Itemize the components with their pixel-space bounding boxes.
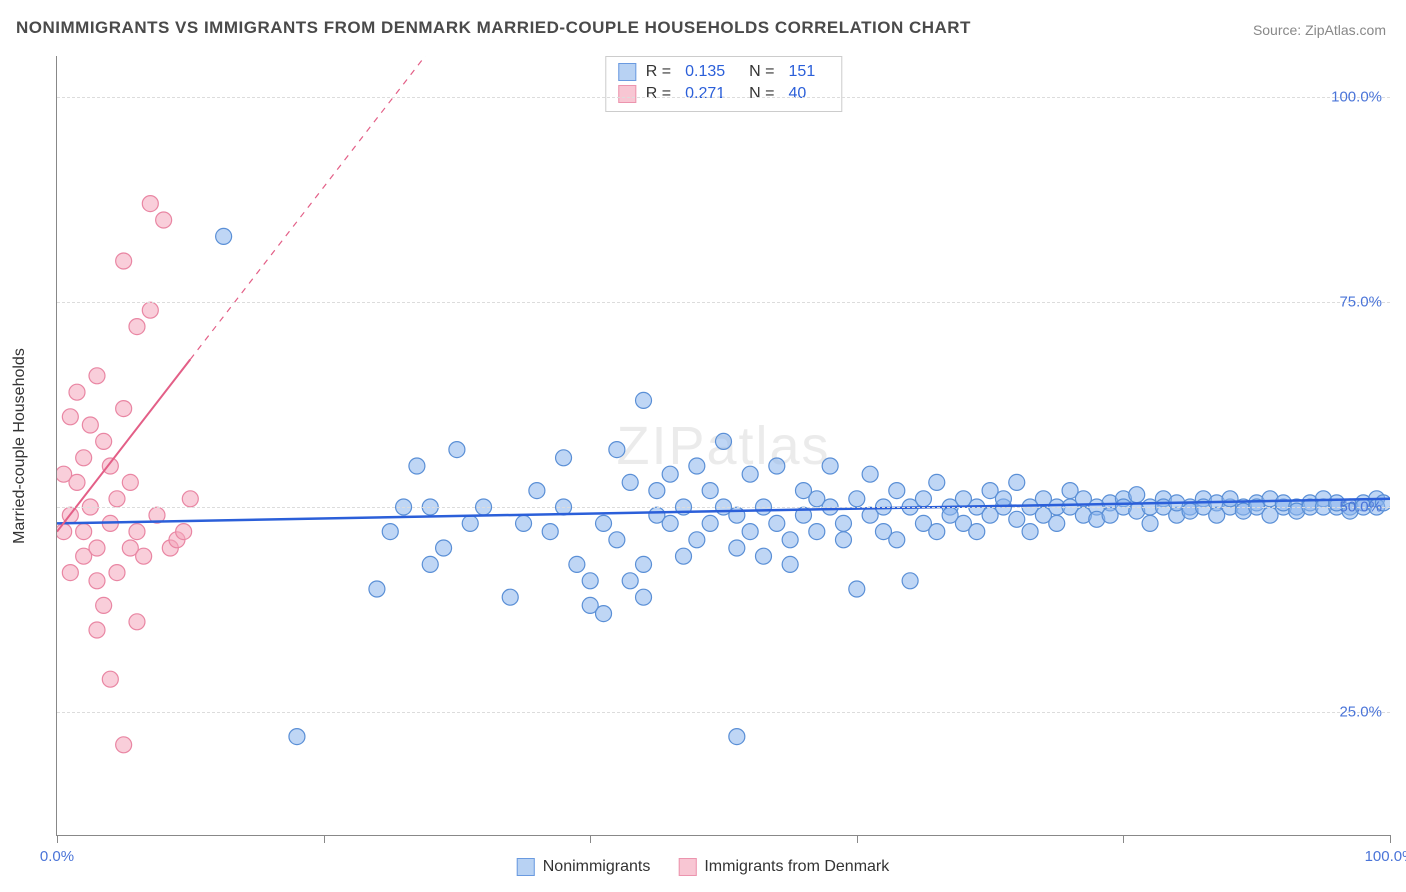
y-axis-label: Married-couple Households bbox=[11, 348, 29, 544]
n-value: 40 bbox=[789, 85, 807, 103]
y-tick-label: 25.0% bbox=[1339, 704, 1382, 721]
x-tick-label: 100.0% bbox=[1365, 848, 1406, 865]
legend-swatch-pink bbox=[678, 858, 696, 876]
r-value: 0.271 bbox=[685, 85, 725, 103]
y-tick-label: 50.0% bbox=[1339, 499, 1382, 516]
y-tick-label: 75.0% bbox=[1339, 294, 1382, 311]
legend-swatch-blue bbox=[618, 63, 636, 81]
chart-title: NONIMMIGRANTS VS IMMIGRANTS FROM DENMARK… bbox=[16, 18, 971, 38]
r-label: R = bbox=[646, 85, 671, 103]
legend-label: Nonimmigrants bbox=[543, 858, 651, 876]
r-label: R = bbox=[646, 63, 671, 81]
legend-row: R = 0.135 N = 151 bbox=[618, 61, 829, 83]
legend-swatch-pink bbox=[618, 85, 636, 103]
legend-label: Immigrants from Denmark bbox=[704, 858, 889, 876]
legend-item: Immigrants from Denmark bbox=[678, 858, 889, 876]
correlation-legend: R = 0.135 N = 151 R = 0.271 N = 40 bbox=[605, 56, 842, 112]
plot-area: ZIPatlas R = 0.135 N = 151 R = 0.271 N =… bbox=[56, 56, 1390, 836]
series-legend: Nonimmigrants Immigrants from Denmark bbox=[517, 858, 890, 876]
y-tick-label: 100.0% bbox=[1331, 89, 1382, 106]
legend-swatch-blue bbox=[517, 858, 535, 876]
source-attribution: Source: ZipAtlas.com bbox=[1253, 22, 1386, 38]
legend-item: Nonimmigrants bbox=[517, 858, 651, 876]
n-label: N = bbox=[749, 63, 774, 81]
chart-svg bbox=[57, 56, 1390, 835]
chart-container: NONIMMIGRANTS VS IMMIGRANTS FROM DENMARK… bbox=[0, 0, 1406, 892]
legend-row: R = 0.271 N = 40 bbox=[618, 83, 829, 105]
r-value: 0.135 bbox=[685, 63, 725, 81]
x-tick-label: 0.0% bbox=[40, 848, 74, 865]
n-value: 151 bbox=[789, 63, 816, 81]
n-label: N = bbox=[749, 85, 774, 103]
